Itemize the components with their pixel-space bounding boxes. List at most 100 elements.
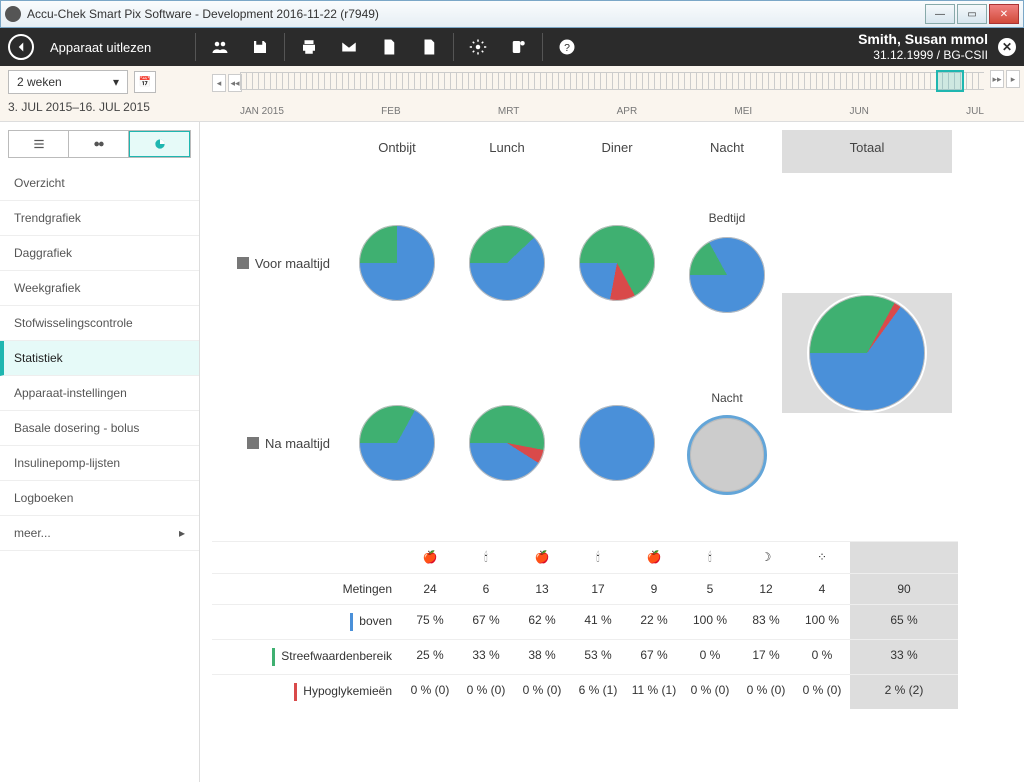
stats-cell: 25 % bbox=[402, 639, 458, 674]
stats-table: 🍎🕯🍎🕯🍎🕯☽⁘Metingen24613179512490boven75 %6… bbox=[212, 541, 1012, 709]
timeline[interactable]: ◂ ◂◂ ▸▸ ▸ JAN 2015FEBMRTAPRMEIJUNJUL bbox=[200, 66, 1024, 121]
stats-col-icon: 🍎 bbox=[514, 541, 570, 573]
stats-cell: 53 % bbox=[570, 639, 626, 674]
maximize-button[interactable]: ▭ bbox=[957, 4, 987, 24]
stats-col-icon: 🕯 bbox=[458, 541, 514, 573]
stats-cell: 6 % (1) bbox=[570, 674, 626, 709]
stats-col-icon: ☽ bbox=[738, 541, 794, 573]
pdf-icon[interactable] bbox=[417, 35, 441, 59]
app-icon bbox=[5, 6, 21, 22]
range-bar: 2 weken ▾ 📅 3. JUL 2015–16. JUL 2015 ◂ ◂… bbox=[0, 66, 1024, 122]
help-icon[interactable]: ? bbox=[555, 35, 579, 59]
stats-total-cell: 90 bbox=[850, 573, 958, 604]
sidebar-item-trendgrafiek[interactable]: Trendgrafiek bbox=[0, 201, 199, 236]
stats-cell: 0 % bbox=[682, 639, 738, 674]
stats-cell: 4 bbox=[794, 573, 850, 604]
col-diner: Diner bbox=[562, 130, 672, 173]
row-na-maaltijd: Na maaltijd bbox=[212, 436, 342, 451]
svg-text:?: ? bbox=[564, 42, 570, 54]
timeline-fast-next-icon[interactable]: ▸▸ bbox=[990, 70, 1004, 88]
sidebar-item-logboeken[interactable]: Logboeken bbox=[0, 481, 199, 516]
timeline-ticks bbox=[240, 72, 984, 90]
back-button[interactable] bbox=[8, 34, 34, 60]
stats-cell: 100 % bbox=[794, 604, 850, 639]
stats-row-label: Streefwaardenbereik bbox=[212, 639, 402, 674]
stats-row-label: Hypoglykemieën bbox=[212, 674, 402, 709]
stats-cell: 11 % (1) bbox=[626, 674, 682, 709]
pie-na-ontbijt bbox=[357, 403, 437, 483]
stats-cell: 0 % (0) bbox=[402, 674, 458, 709]
pie-total bbox=[807, 293, 927, 413]
sidebar-item-insulinepomp-lijsten[interactable]: Insulinepomp-lijsten bbox=[0, 446, 199, 481]
stats-cell: 12 bbox=[738, 573, 794, 604]
chevron-down-icon: ▾ bbox=[113, 75, 119, 89]
stats-total-cell: 65 % bbox=[850, 604, 958, 639]
pie-na-nacht-empty bbox=[687, 415, 767, 495]
stats-cell: 22 % bbox=[626, 604, 682, 639]
patient-close-icon[interactable]: ✕ bbox=[998, 38, 1016, 56]
sidebar-item-stofwisselingscontrole[interactable]: Stofwisselingscontrole bbox=[0, 306, 199, 341]
timeline-prev-icon[interactable]: ◂ bbox=[212, 74, 226, 92]
minimize-button[interactable]: — bbox=[925, 4, 955, 24]
close-button[interactable]: ✕ bbox=[989, 4, 1019, 24]
sidebar-item-apparaat-instellingen[interactable]: Apparaat-instellingen bbox=[0, 376, 199, 411]
stats-cell: 33 % bbox=[458, 639, 514, 674]
calendar-button[interactable]: 📅 bbox=[134, 71, 156, 93]
stats-cell: 5 bbox=[682, 573, 738, 604]
period-select[interactable]: 2 weken ▾ bbox=[8, 70, 128, 94]
stats-cell: 0 % bbox=[794, 639, 850, 674]
stats-cell: 100 % bbox=[682, 604, 738, 639]
stats-col-icon: 🍎 bbox=[402, 541, 458, 573]
sidebar-item-statistiek[interactable]: Statistiek bbox=[0, 341, 199, 376]
device-icon[interactable] bbox=[506, 35, 530, 59]
timeline-next-icon[interactable]: ▸ bbox=[1006, 70, 1020, 88]
view-tab-pie[interactable] bbox=[129, 131, 190, 157]
stats-cell: 41 % bbox=[570, 604, 626, 639]
pie-voor-diner bbox=[577, 223, 657, 303]
stats-cell: 67 % bbox=[626, 639, 682, 674]
pie-grid: Ontbijt Lunch Diner Nacht Totaal Voor ma… bbox=[212, 130, 1012, 533]
stats-cell: 67 % bbox=[458, 604, 514, 639]
label-bedtijd: Bedtijd bbox=[709, 211, 746, 225]
view-tabs bbox=[8, 130, 191, 158]
stats-cell: 0 % (0) bbox=[794, 674, 850, 709]
stats-cell: 17 bbox=[570, 573, 626, 604]
sidebar-item-daggrafiek[interactable]: Daggrafiek bbox=[0, 236, 199, 271]
pie-voor-bedtijd bbox=[687, 235, 767, 315]
label-nacht2: Nacht bbox=[711, 391, 742, 405]
sidebar-item-weekgrafiek[interactable]: Weekgrafiek bbox=[0, 271, 199, 306]
period-label: 2 weken bbox=[17, 75, 62, 89]
content-area: Ontbijt Lunch Diner Nacht Totaal Voor ma… bbox=[200, 122, 1024, 782]
window-title: Accu-Chek Smart Pix Software - Developme… bbox=[27, 7, 925, 21]
date-range-label: 3. JUL 2015–16. JUL 2015 bbox=[8, 100, 192, 114]
view-tab-dual[interactable] bbox=[69, 131, 129, 157]
people-icon[interactable] bbox=[208, 35, 232, 59]
sidebar-item-meer-[interactable]: meer...▸ bbox=[0, 516, 199, 551]
stats-cell: 17 % bbox=[738, 639, 794, 674]
view-tab-list[interactable] bbox=[9, 131, 69, 157]
timeline-months: JAN 2015FEBMRTAPRMEIJUNJUL bbox=[240, 106, 984, 117]
stats-col-icon: 🕯 bbox=[682, 541, 738, 573]
apple-icon bbox=[237, 257, 249, 269]
document-icon[interactable] bbox=[377, 35, 401, 59]
stats-col-icon: ⁘ bbox=[794, 541, 850, 573]
stats-row-label: Metingen bbox=[212, 573, 402, 604]
sidebar-item-overzicht[interactable]: Overzicht bbox=[0, 166, 199, 201]
stats-cell: 13 bbox=[514, 573, 570, 604]
stats-cell: 0 % (0) bbox=[682, 674, 738, 709]
stats-cell: 62 % bbox=[514, 604, 570, 639]
timeline-cursor[interactable] bbox=[936, 70, 964, 92]
stats-col-icon: 🕯 bbox=[570, 541, 626, 573]
print-icon[interactable] bbox=[297, 35, 321, 59]
stats-cell: 0 % (0) bbox=[738, 674, 794, 709]
stats-cell: 75 % bbox=[402, 604, 458, 639]
save-icon[interactable] bbox=[248, 35, 272, 59]
pie-na-diner bbox=[577, 403, 657, 483]
col-lunch: Lunch bbox=[452, 130, 562, 173]
arrow-left-icon bbox=[12, 38, 30, 56]
gear-icon[interactable] bbox=[466, 35, 490, 59]
sidebar-item-basale-dosering-bolus[interactable]: Basale dosering - bolus bbox=[0, 411, 199, 446]
title-bar: Accu-Chek Smart Pix Software - Developme… bbox=[0, 0, 1024, 28]
stats-cell: 83 % bbox=[738, 604, 794, 639]
mail-icon[interactable] bbox=[337, 35, 361, 59]
